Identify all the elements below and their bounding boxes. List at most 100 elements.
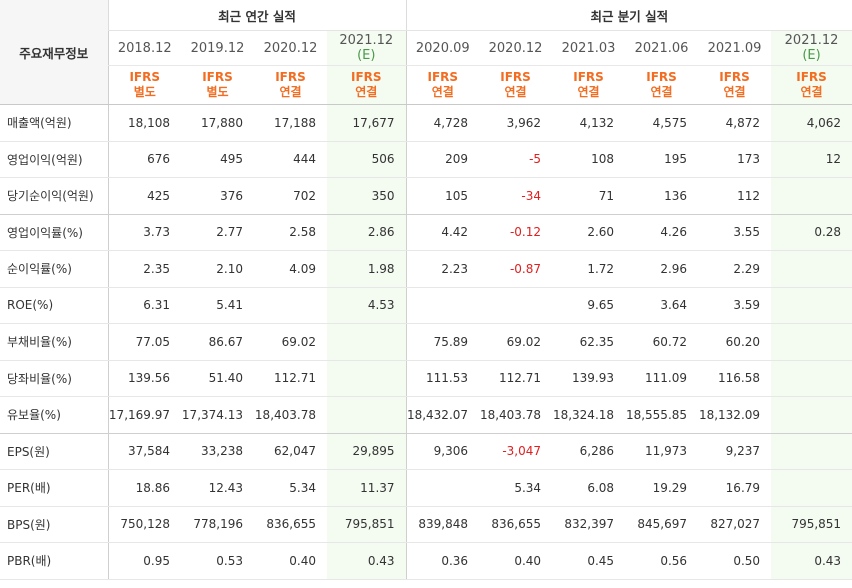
table-cell: 4.09: [254, 250, 327, 288]
table-cell: 6.31: [108, 287, 181, 324]
table-cell: 112.71: [254, 360, 327, 397]
table-cell: [327, 396, 407, 434]
table-cell: 2.96: [625, 250, 699, 288]
table-cell: 209: [405, 141, 480, 178]
table-cell: [327, 323, 407, 361]
consolidation-basis: 연결: [279, 85, 302, 99]
table-cell: [771, 469, 852, 507]
table-cell: 60.72: [625, 323, 699, 361]
table-header: 주요재무정보 최근 연간 실적 최근 분기 실적 2018.12 2019.12 2…: [0, 0, 852, 105]
ifrs-label: IFRS: [719, 70, 750, 84]
table-cell: 112.71: [479, 360, 553, 397]
period-label: 2021.12: [784, 33, 839, 48]
ifrs-label: IFRS: [796, 70, 827, 84]
period-label: 2020.12: [263, 40, 318, 56]
row-label: PER(배): [0, 469, 109, 507]
table-cell: 105: [405, 177, 480, 215]
table-cell: 17,188: [254, 104, 327, 142]
table-cell: [405, 287, 480, 324]
consolidation-basis: 연결: [355, 85, 378, 99]
table-cell: [771, 360, 852, 397]
table-cell: 112: [698, 177, 772, 215]
table-cell: 444: [254, 141, 327, 178]
period-header: 2018.12: [107, 30, 181, 66]
table-cell: 702: [254, 177, 327, 215]
ifrs-basis-header: IFRS 연결: [254, 65, 327, 105]
table-cell: -0.87: [479, 250, 553, 288]
row-label: 부채비율(%): [0, 323, 109, 361]
table-cell: 1.98: [327, 250, 407, 288]
period-header: 2020.12: [479, 30, 553, 66]
ifrs-label: IFRS: [500, 70, 531, 84]
row-label: EPS(원): [0, 433, 109, 470]
ifrs-label: IFRS: [202, 70, 233, 84]
table-cell: 11,973: [625, 433, 699, 470]
table-cell: 2.29: [698, 250, 772, 288]
table-cell: 832,397: [552, 506, 626, 543]
ifrs-label: IFRS: [129, 70, 161, 84]
table-cell: 9,237: [698, 433, 772, 470]
table-cell: 6.08: [552, 469, 626, 507]
period-label: 2021.09: [707, 40, 762, 56]
period-header: 2021.06: [625, 30, 699, 66]
consolidation-basis: 연결: [800, 85, 823, 99]
table-cell: 18,555.85: [625, 396, 699, 434]
table-cell: 2.23: [405, 250, 480, 288]
ifrs-label: IFRS: [573, 70, 604, 84]
period-header: 2019.12: [181, 30, 254, 66]
table-cell: 0.43: [771, 542, 852, 580]
table-cell: 2.60: [552, 214, 626, 251]
table-cell: 71: [552, 177, 626, 215]
table-row: 부채비율(%) 77.05 86.67 69.02 75.89 69.02 62.35 60.…: [0, 323, 852, 361]
table-cell: 60.20: [698, 323, 772, 361]
table-cell: 136: [625, 177, 699, 215]
table-cell: 12.43: [181, 469, 254, 507]
table-cell: 139.56: [108, 360, 181, 397]
table-cell: 12: [771, 141, 852, 178]
table-cell: 4.26: [625, 214, 699, 251]
table-cell: 17,677: [327, 104, 407, 142]
table-cell: [254, 287, 327, 324]
table-row: 영업이익(억원) 676 495 444 506 209 -5 108 195 173 12: [0, 141, 852, 178]
table-cell: 62.35: [552, 323, 626, 361]
estimate-marker: (E): [357, 48, 376, 63]
table-cell: 0.36: [405, 542, 480, 580]
table-cell: 3,962: [479, 104, 553, 142]
table-cell: 9.65: [552, 287, 626, 324]
table-cell: 17,374.13: [181, 396, 254, 434]
table-cell: 111.09: [625, 360, 699, 397]
row-label: PBR(배): [0, 542, 109, 580]
table-cell: 0.53: [181, 542, 254, 580]
table-cell: 795,851: [327, 506, 407, 543]
table-cell: 11.37: [327, 469, 407, 507]
table-cell: 18,432.07: [405, 396, 480, 434]
ifrs-basis-header: IFRS 연결: [698, 65, 772, 105]
table-cell: 350: [327, 177, 407, 215]
period-label: 2021.03: [561, 40, 616, 56]
table-cell: 3.59: [698, 287, 772, 324]
period-label: 2019.12: [190, 40, 245, 56]
table-cell: 4,728: [405, 104, 480, 142]
table-cell: [771, 433, 852, 470]
table-cell: 676: [108, 141, 181, 178]
ifrs-basis-header: IFRS 연결: [405, 65, 480, 105]
table-cell: 0.56: [625, 542, 699, 580]
table-cell: 2.86: [327, 214, 407, 251]
row-label: 당좌비율(%): [0, 360, 109, 397]
table-cell: 2.58: [254, 214, 327, 251]
ifrs-label: IFRS: [646, 70, 677, 84]
consolidation-basis: 연결: [504, 85, 527, 99]
table-cell: 2.10: [181, 250, 254, 288]
table-cell: 108: [552, 141, 626, 178]
row-label: 매출액(억원): [0, 104, 109, 142]
ifrs-basis-header: IFRS 연결: [771, 65, 852, 105]
table-cell: 195: [625, 141, 699, 178]
table-cell: -3,047: [479, 433, 553, 470]
table-cell: -34: [479, 177, 553, 215]
estimate-marker: (E): [802, 48, 821, 63]
table-cell: 3.64: [625, 287, 699, 324]
table-cell: 5.34: [479, 469, 553, 507]
table-cell: [327, 360, 407, 397]
table-cell: 75.89: [405, 323, 480, 361]
table-cell: [479, 287, 553, 324]
